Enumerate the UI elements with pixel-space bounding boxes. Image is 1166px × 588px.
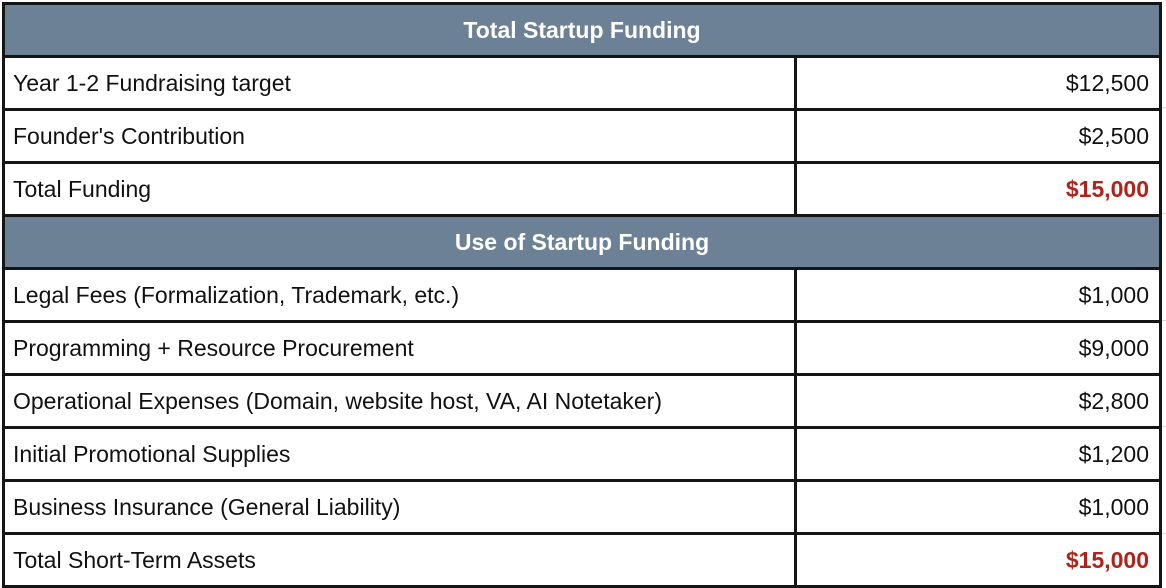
section-header-row: Use of Startup Funding bbox=[2, 214, 1162, 270]
row-label: Total Short-Term Assets bbox=[2, 532, 797, 588]
row-value: $1,200 bbox=[794, 426, 1162, 482]
row-label: Initial Promotional Supplies bbox=[2, 426, 797, 482]
table-row: Year 1-2 Fundraising target $12,500 bbox=[2, 55, 1162, 111]
total-row: Total Short-Term Assets $15,000 bbox=[2, 532, 1162, 588]
row-label: Year 1-2 Fundraising target bbox=[2, 55, 797, 111]
table-row: Business Insurance (General Liability) $… bbox=[2, 479, 1162, 535]
row-label: Programming + Resource Procurement bbox=[2, 320, 797, 376]
row-label: Operational Expenses (Domain, website ho… bbox=[2, 373, 797, 429]
row-value: $12,500 bbox=[794, 55, 1162, 111]
section-header-row: Total Startup Funding bbox=[2, 2, 1162, 58]
gridline bbox=[1162, 533, 1166, 534]
row-value: $2,800 bbox=[794, 373, 1162, 429]
section-title: Use of Startup Funding bbox=[2, 214, 1162, 270]
row-value: $2,500 bbox=[794, 108, 1162, 164]
total-value: $15,000 bbox=[794, 161, 1162, 217]
row-label: Business Insurance (General Liability) bbox=[2, 479, 797, 535]
table-row: Founder's Contribution $2,500 bbox=[2, 108, 1162, 164]
table-row: Operational Expenses (Domain, website ho… bbox=[2, 373, 1162, 429]
gridline bbox=[1162, 107, 1166, 108]
gridline bbox=[1162, 426, 1166, 427]
row-label: Total Funding bbox=[2, 161, 797, 217]
row-value: $1,000 bbox=[794, 267, 1162, 323]
gridline bbox=[1162, 213, 1166, 214]
table-row: Legal Fees (Formalization, Trademark, et… bbox=[2, 267, 1162, 323]
row-label: Legal Fees (Formalization, Trademark, et… bbox=[2, 267, 797, 323]
section-title: Total Startup Funding bbox=[2, 2, 1162, 58]
table-row: Initial Promotional Supplies $1,200 bbox=[2, 426, 1162, 482]
row-value: $9,000 bbox=[794, 320, 1162, 376]
gridline bbox=[1162, 320, 1166, 321]
total-value: $15,000 bbox=[794, 532, 1162, 588]
row-value: $1,000 bbox=[794, 479, 1162, 535]
table-row: Programming + Resource Procurement $9,00… bbox=[2, 320, 1162, 376]
row-label: Founder's Contribution bbox=[2, 108, 797, 164]
total-row: Total Funding $15,000 bbox=[2, 161, 1162, 217]
